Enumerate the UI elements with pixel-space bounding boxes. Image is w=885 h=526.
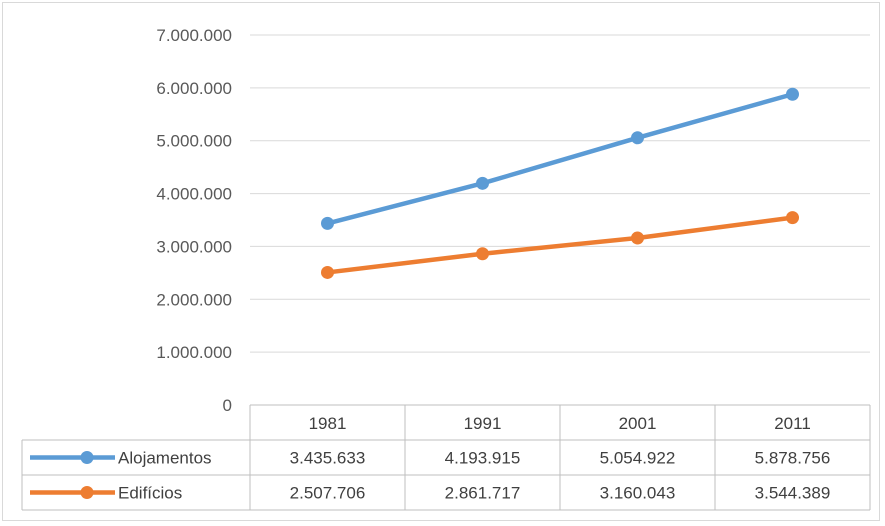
chart-frame <box>2 2 880 521</box>
y-tick-label: 6.000.000 <box>156 79 232 98</box>
series-line <box>325 92 795 226</box>
data-point <box>476 176 489 190</box>
category-label: 1981 <box>309 414 347 433</box>
category-label: 1991 <box>464 414 502 433</box>
y-tick-label: 7.000.000 <box>156 26 232 45</box>
data-table-value: 3.435.633 <box>290 449 366 468</box>
data-point <box>786 87 799 101</box>
data-point <box>631 131 644 145</box>
data-point <box>786 211 799 225</box>
data-table-value: 2.507.706 <box>290 484 366 503</box>
series-name: Alojamentos <box>118 449 212 468</box>
data-point <box>321 216 334 230</box>
data-table-value: 5.878.756 <box>755 449 831 468</box>
data-table-value: 3.544.389 <box>755 484 831 503</box>
category-label: 2001 <box>619 414 657 433</box>
legend-key-marker <box>80 486 94 499</box>
data-table-value: 2.861.717 <box>445 484 521 503</box>
data-table-value: 4.193.915 <box>445 449 521 468</box>
y-tick-label: 2.000.000 <box>156 290 232 309</box>
y-tick-label: 3.000.000 <box>156 237 232 256</box>
y-tick-label: 4.000.000 <box>156 185 232 204</box>
data-point <box>476 247 489 261</box>
category-label: 2011 <box>774 414 811 433</box>
data-point <box>631 231 644 245</box>
y-tick-label: 5.000.000 <box>156 132 232 151</box>
y-tick-label: 1.000.000 <box>156 343 232 362</box>
data-table-value: 5.054.922 <box>600 449 676 468</box>
y-tick-label: 0 <box>223 396 232 415</box>
legend-key-marker <box>80 451 94 464</box>
data-point <box>321 265 334 279</box>
data-table-value: 3.160.043 <box>600 484 676 503</box>
series-line <box>325 215 795 275</box>
series-name: Edifícios <box>118 484 182 503</box>
